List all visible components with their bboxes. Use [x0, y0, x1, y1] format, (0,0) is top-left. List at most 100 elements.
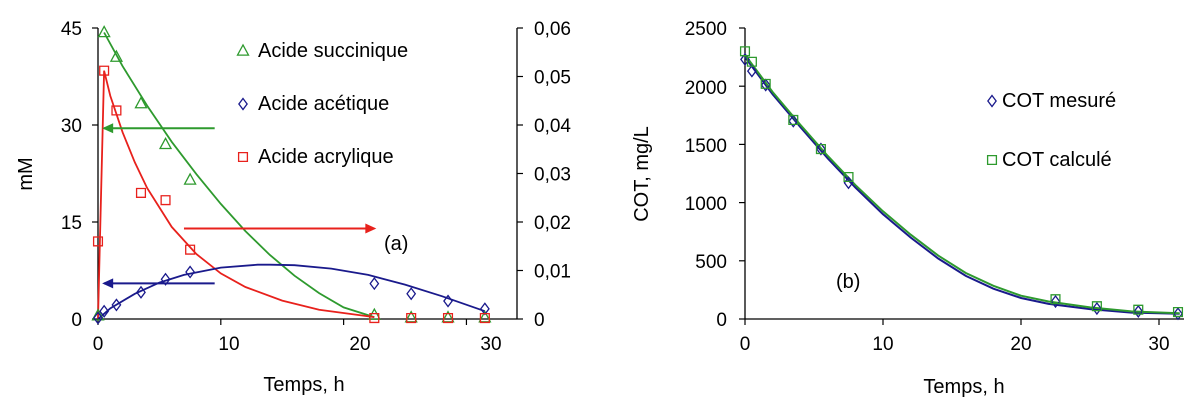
- fit-curve: [103, 32, 375, 318]
- data-point: [93, 311, 103, 325]
- data-point: [788, 114, 799, 128]
- data-point: [111, 105, 122, 116]
- y-tick-label: 1000: [685, 194, 727, 215]
- data-point: [160, 272, 171, 286]
- x-tick-label: 20: [1010, 334, 1031, 355]
- y2-tick-label: 0,03: [534, 165, 571, 186]
- data-point: [136, 285, 146, 299]
- data-point: [99, 304, 110, 318]
- fit-curve: [744, 54, 1180, 315]
- y-tick-label: 0: [71, 310, 82, 331]
- panel-label: (b): [836, 271, 860, 293]
- x-axis-label: Temps, h: [923, 376, 1004, 398]
- data-point: [739, 46, 751, 57]
- data-point: [760, 78, 771, 92]
- data-point: [843, 171, 854, 183]
- data-point: [97, 25, 111, 38]
- fit-curve: [97, 70, 375, 320]
- legend-marker: [237, 151, 249, 163]
- y2-tick-label: 0,01: [534, 262, 571, 283]
- data-point: [1091, 301, 1102, 316]
- y2-tick-label: 0,04: [534, 116, 571, 137]
- data-point: [369, 277, 380, 291]
- data-point: [760, 78, 771, 89]
- y-tick-label: 500: [695, 252, 727, 273]
- data-point: [1091, 301, 1102, 312]
- data-point: [815, 144, 826, 155]
- data-point: [1172, 306, 1184, 318]
- y-tick-label: 45: [61, 19, 82, 40]
- legend-label: Acide succinique: [258, 40, 408, 62]
- data-point: [92, 236, 104, 247]
- arrow-head: [365, 223, 377, 234]
- data-point: [369, 312, 380, 324]
- x-ticks: 0 10 20 30: [740, 334, 1170, 355]
- fit-curve: [97, 263, 486, 320]
- data-point: [1133, 304, 1144, 319]
- x-tick-label: 10: [872, 334, 893, 355]
- y2-tick-label: 0,02: [534, 213, 571, 234]
- data-point: [111, 298, 122, 312]
- data-point: [788, 114, 799, 126]
- legend-label: Acide acrylique: [258, 146, 394, 168]
- y-axis-label: COT, mg/L: [631, 126, 653, 222]
- data-point: [406, 287, 417, 301]
- legend-item-succinique: Acide succinique: [236, 40, 408, 62]
- data-point: [746, 56, 757, 67]
- legend-label: COT calculé: [1002, 149, 1112, 171]
- data-point: [815, 142, 826, 156]
- data-point: [158, 136, 173, 150]
- x-tick-label: 0: [93, 334, 104, 355]
- legend-item-acetique: Acide acétique: [238, 93, 389, 115]
- x-tick-label: 10: [218, 334, 239, 355]
- data-point: [183, 172, 197, 185]
- y-tick-label: 1500: [685, 136, 727, 157]
- x-ticks: 0 10 20 30: [93, 334, 502, 355]
- chart-panel-b: 0 10 20 30 0 500 1000 1500 2000 2500 COT…: [631, 19, 1184, 398]
- y2-tick-label: 0,05: [534, 68, 571, 89]
- y2-tick-label: 0: [534, 310, 545, 331]
- data-point: [443, 294, 453, 308]
- legend-item-cot-calcule: COT calculé: [986, 149, 1112, 171]
- x-tick-label: 30: [1148, 334, 1169, 355]
- y-ticks: 0 500 1000 1500 2000 2500: [685, 19, 727, 331]
- data-point: [406, 312, 417, 324]
- data-point: [109, 49, 124, 62]
- data-point: [746, 64, 757, 78]
- y-ticks-left: 0 15 30 45: [61, 19, 82, 331]
- y-tick-label: 0: [716, 310, 727, 331]
- x-tick-label: 20: [349, 334, 370, 355]
- fit-curves: [97, 32, 486, 320]
- legend-label: Acide acétique: [258, 93, 389, 115]
- y-ticks-right: 0 0,01 0,02 0,03 0,04 0,05 0,06: [534, 19, 571, 331]
- legend-marker: [986, 154, 998, 166]
- legend: Acide succinique Acide acétique Acide ac…: [236, 40, 408, 168]
- data-point: [185, 244, 196, 255]
- data-point: [479, 312, 490, 324]
- y2-tick-label: 0,06: [534, 19, 571, 40]
- tick-marks: [92, 27, 523, 325]
- legend-marker: [238, 97, 248, 111]
- data-point: [442, 312, 454, 324]
- x-axis-label: Temps, h: [263, 374, 344, 396]
- x-tick-label: 0: [740, 334, 751, 355]
- y-tick-label: 30: [61, 116, 82, 137]
- arrow-head: [102, 123, 114, 134]
- y-tick-label: 2000: [685, 78, 727, 99]
- data-point: [1133, 304, 1144, 315]
- data-point: [99, 65, 110, 76]
- fit-curve: [744, 56, 1180, 315]
- legend-marker: [236, 43, 250, 56]
- x-tick-label: 30: [480, 334, 501, 355]
- data-point: [1173, 307, 1183, 321]
- fit-curves: [744, 54, 1180, 315]
- arrow-head: [102, 278, 114, 289]
- data-point: [185, 265, 196, 279]
- data-points: [91, 25, 492, 325]
- data-points: [739, 46, 1184, 321]
- data-point: [1050, 294, 1061, 309]
- legend-label: COT mesuré: [1002, 90, 1116, 112]
- data-point: [91, 308, 105, 321]
- axis-arrows: [102, 123, 377, 289]
